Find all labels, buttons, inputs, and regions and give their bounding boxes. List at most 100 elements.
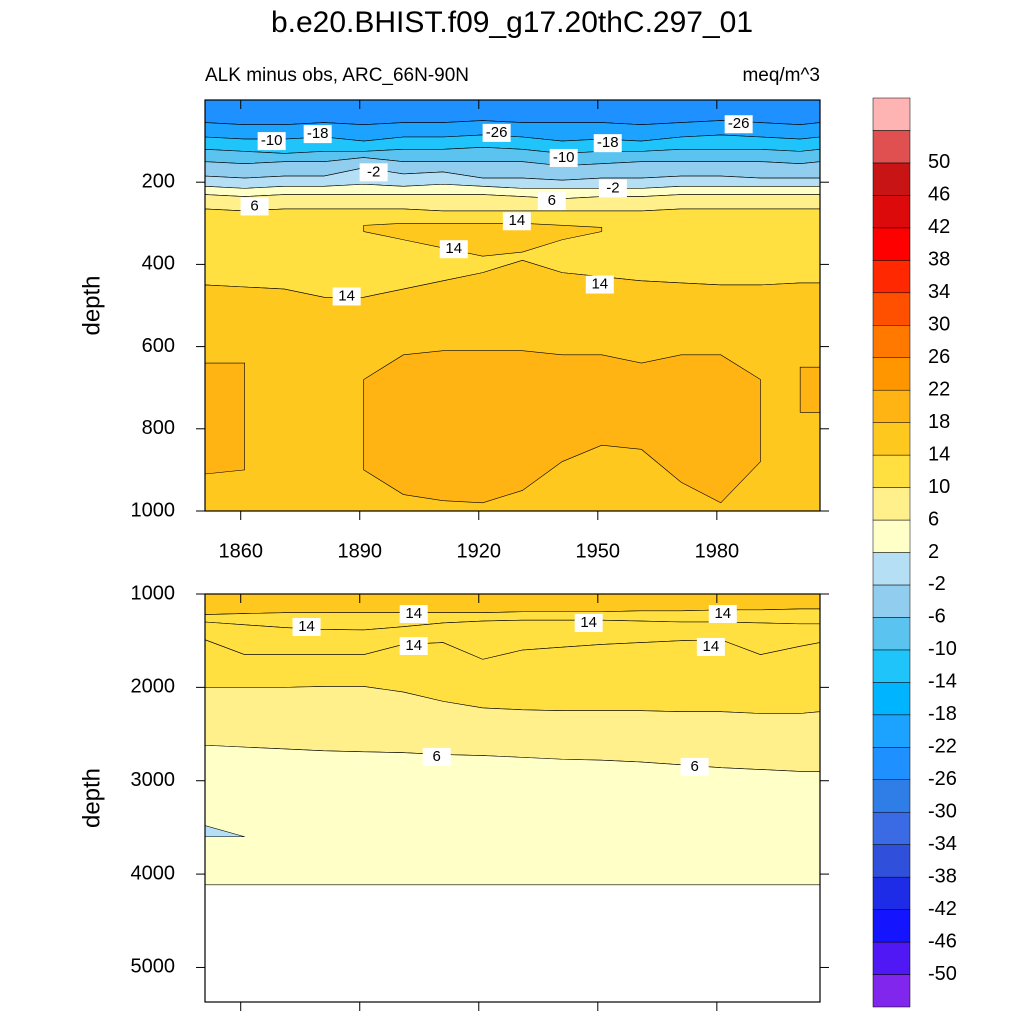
colorbar-box [872,130,911,164]
contour-label: 14 [703,638,720,655]
colorbar-label: -10 [928,638,957,660]
contour-label: 14 [338,287,355,304]
contour-band [205,194,820,212]
y-tick-label: 600 [142,335,175,357]
colorbar-box [872,519,911,553]
contour-label: 6 [433,748,441,765]
colorbar-box [872,844,911,878]
plot-frame [204,593,821,1003]
contour-band [205,744,820,886]
colorbar-box [872,227,911,261]
x-tick-label: 1860 [218,540,263,562]
contour-label: 14 [445,240,462,257]
contour-label-box [482,123,511,142]
contour-label-box [257,132,286,151]
contour-label-box [399,637,428,656]
colorbar-box [872,974,911,1008]
colorbar-box [872,195,911,229]
y-tick-label: 400 [142,253,175,275]
figure-title: b.e20.BHIST.f09_g17.20thC.297_01 [271,6,753,39]
plot-frame [204,99,821,512]
colorbar-box [872,714,911,748]
x-tick-label: 1920 [457,540,502,562]
contour-label: -10 [553,149,575,166]
colorbar-label: 18 [928,411,950,433]
contour-label: 14 [405,605,422,622]
colorbar-box [872,357,911,391]
colorbar-label: -38 [928,865,957,887]
y-tick-label: 800 [142,417,175,439]
contour-label: 14 [714,605,731,622]
y-tick-label: 200 [142,170,175,192]
colorbar-label: -22 [928,736,957,758]
colorbar-label: 22 [928,378,950,400]
y-axis-label: depth [78,275,105,335]
colorbar-box [872,779,911,813]
y-tick-label: 1000 [131,499,176,521]
colorbar-box [872,552,911,586]
contour-label: 14 [580,614,597,631]
contour-label-box [399,604,428,623]
contour-label: 14 [509,212,526,229]
y-tick-label: 1000 [131,582,176,604]
contour-band [363,350,761,504]
colorbar-box [872,649,911,683]
colorbar-label: 10 [928,476,950,498]
contour-label-box [332,287,361,306]
colorbar-box [872,941,911,975]
colorbar-label: -26 [928,768,957,790]
contour-label: 6 [548,192,556,209]
contour-label-box [585,275,614,294]
subtitle-right: meq/m^3 [742,65,820,86]
contour-band [205,362,245,475]
colorbar-box [872,487,911,521]
contour-label-box [439,240,468,259]
contour-band [799,366,820,413]
colorbar-label: 30 [928,314,950,336]
contour-band [205,825,245,838]
colorbar-box [872,162,911,196]
colorbar-label: 14 [928,443,950,465]
contour-label-box [502,212,531,231]
colorbar-label: -34 [928,833,957,855]
colorbar-box [872,422,911,456]
colorbar-label: -6 [928,606,946,628]
contour-label-box [359,163,388,182]
contour-label-box [696,637,725,656]
contour-label-box [549,148,578,167]
contour-label: 14 [298,618,315,635]
y-axis-label: depth [78,768,105,828]
y-tick-label: 5000 [131,956,176,978]
colorbar-box [872,260,911,294]
contour-label-box [680,757,709,776]
colorbar-box [872,617,911,651]
contour-label-box [574,613,603,632]
colorbar-box [872,876,911,910]
colorbar-box [872,747,911,780]
colorbar-box [872,454,911,488]
x-tick-label: 1890 [337,540,382,562]
contour-label: -26 [486,124,508,141]
colorbar-box [872,325,911,358]
colorbar-label: 2 [928,541,939,563]
contour-label: -18 [597,134,619,151]
colorbar-label: -14 [928,671,957,693]
y-tick-label: 4000 [131,862,176,884]
colorbar-label: 46 [928,184,950,206]
x-tick-label: 1980 [695,540,740,562]
colorbar-label: 50 [928,151,950,173]
x-tick-label: 1950 [576,540,621,562]
contour-label-box [724,115,753,134]
colorbar-box [872,292,911,326]
colorbar-label: 6 [928,508,939,530]
contour-label: -18 [307,125,329,142]
contour-label: 14 [405,637,422,654]
contour-label: 14 [591,276,608,293]
contour-label-box [422,747,451,766]
contour-label: -26 [728,115,750,132]
colorbar-label: 26 [928,346,950,368]
contour-label: 6 [250,197,258,214]
contour-label-box [708,604,737,623]
contour-label-box [537,192,566,211]
